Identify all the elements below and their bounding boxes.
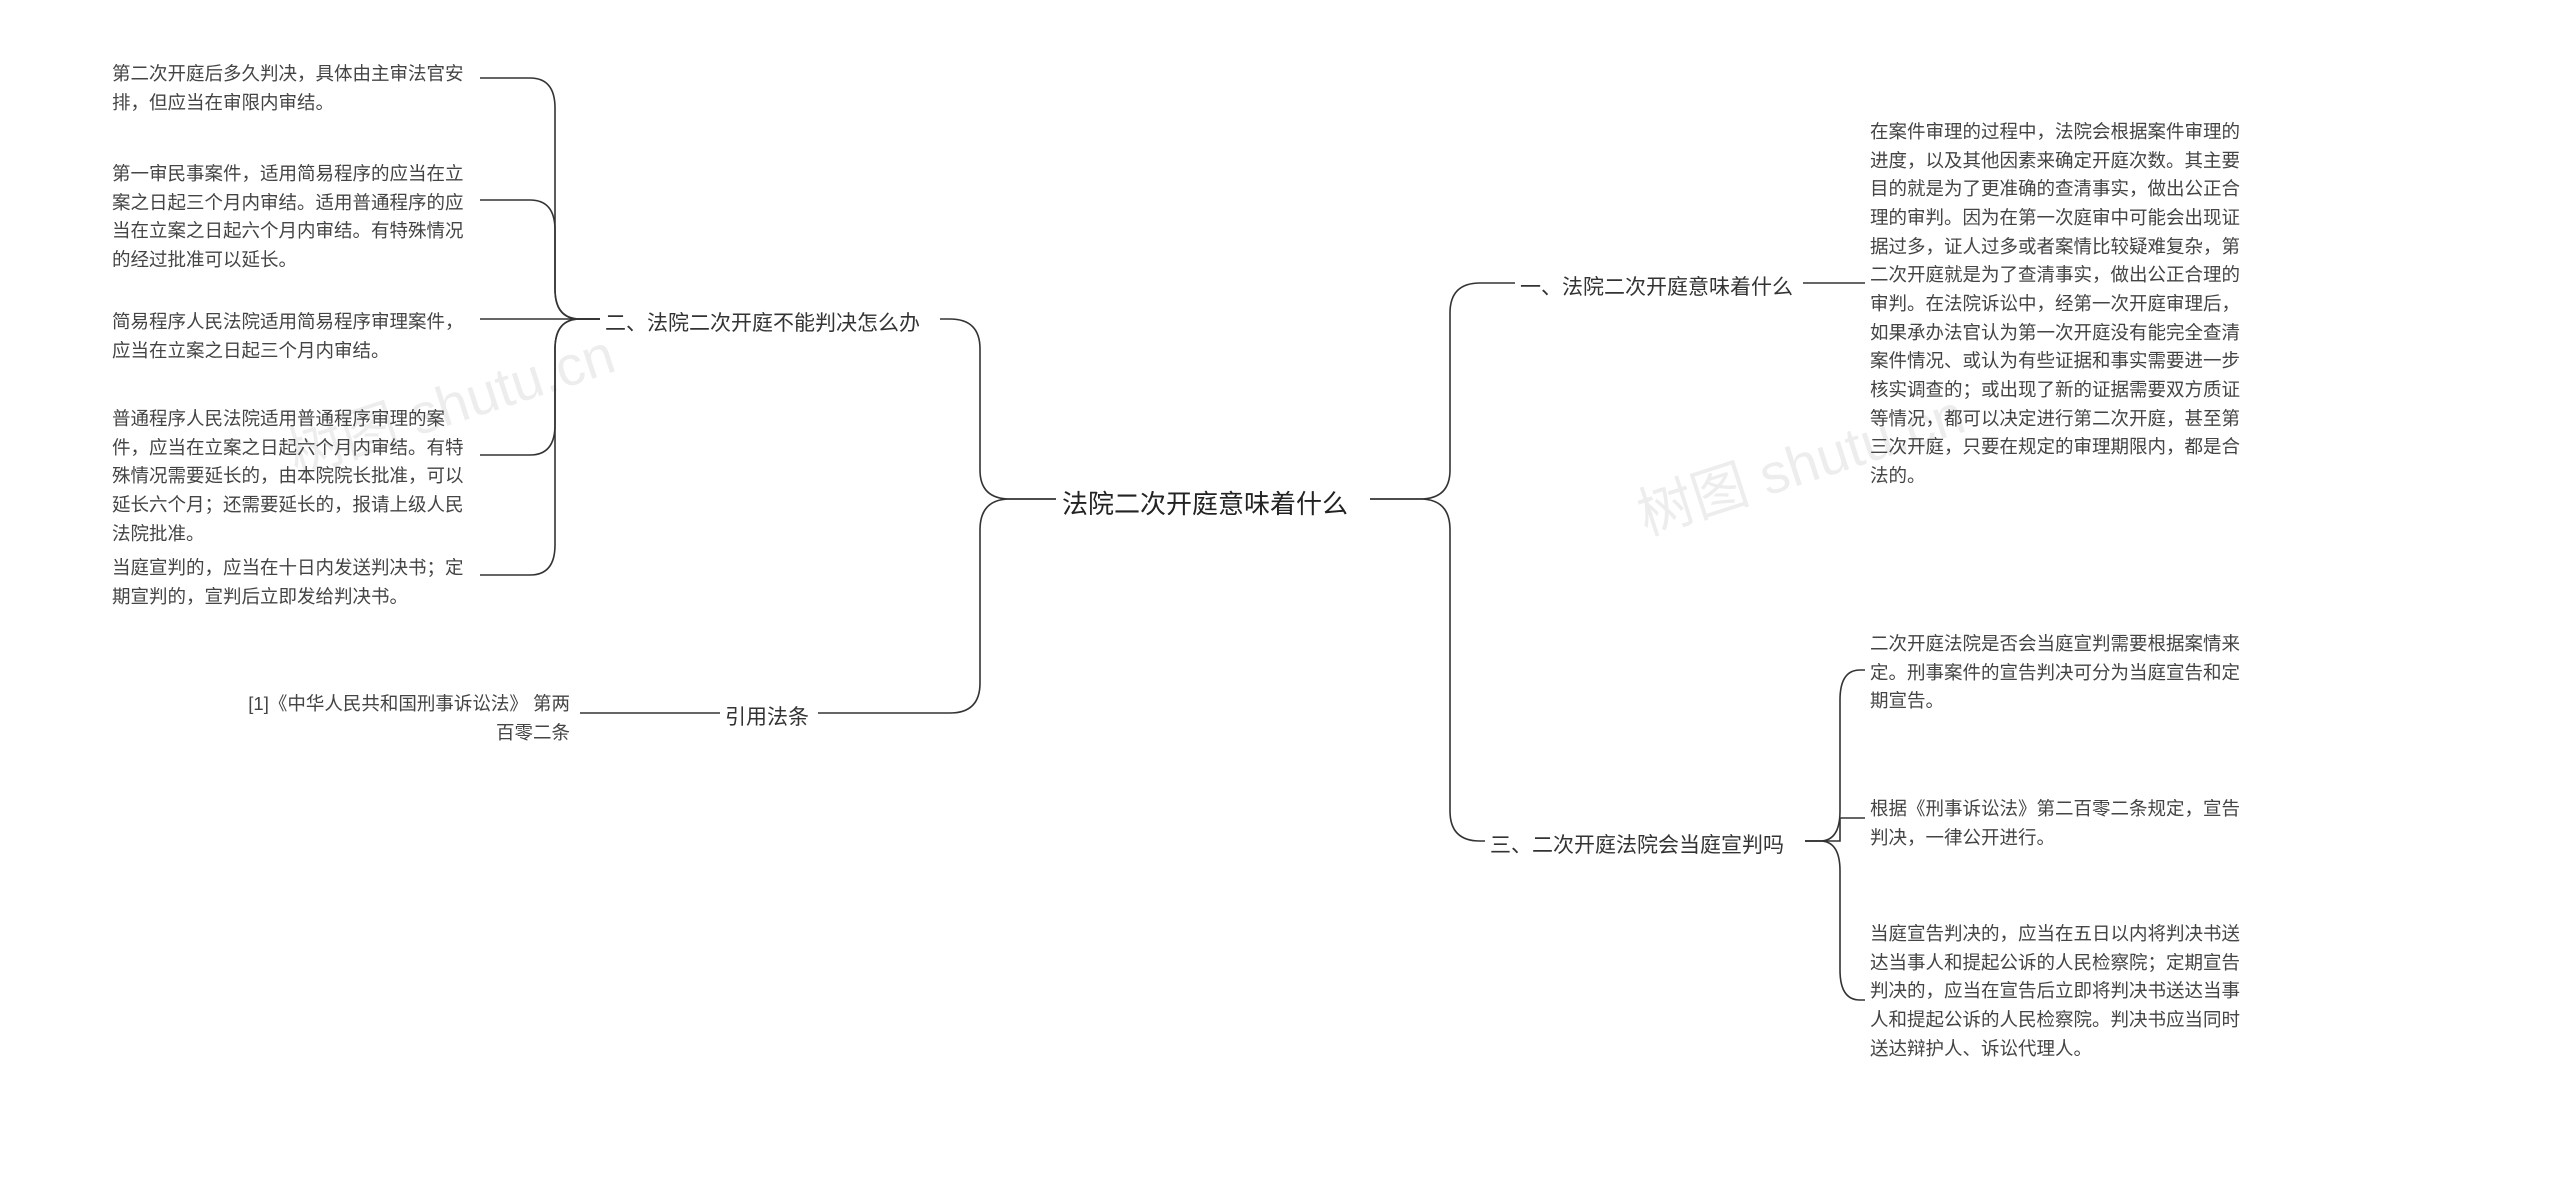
branch-ref: 引用法条 [725,702,809,735]
branch-2-leaf-1: 第二次开庭后多久判决，具体由主审法官安排，但应当在审限内审结。 [112,60,472,117]
branch-3-leaf-3: 当庭宣告判决的，应当在五日以内将判决书送达当事人和提起公诉的人民检察院；定期宣告… [1870,920,2240,1063]
branch-2-leaf-5: 当庭宣判的，应当在十日内发送判决书；定期宣判的，宣判后立即发给判决书。 [112,554,472,611]
branch-2-leaf-4: 普通程序人民法院适用普通程序审理的案件，应当在立案之日起六个月内审结。有特殊情况… [112,405,472,548]
branch-1-leaf-1: 在案件审理的过程中，法院会根据案件审理的进度，以及其他因素来确定开庭次数。其主要… [1870,118,2250,491]
branch-ref-leaf-1: [1]《中华人民共和国刑事诉讼法》 第两百零二条 [230,690,570,747]
branch-2-leaf-2: 第一审民事案件，适用简易程序的应当在立案之日起三个月内审结。适用普通程序的应当在… [112,160,472,275]
branch-1: 一、法院二次开庭意味着什么 [1520,272,1793,305]
branch-3-leaf-1: 二次开庭法院是否会当庭宣判需要根据案情来定。刑事案件的宣告判决可分为当庭宣告和定… [1870,630,2240,716]
branch-2-leaf-3: 简易程序人民法院适用简易程序审理案件，应当在立案之日起三个月内审结。 [112,308,472,365]
branch-2: 二、法院二次开庭不能判决怎么办 [605,308,920,341]
root-node: 法院二次开庭意味着什么 [1062,484,1348,524]
branch-3-leaf-2: 根据《刑事诉讼法》第二百零二条规定，宣告判决，一律公开进行。 [1870,795,2240,852]
branch-3: 三、二次开庭法院会当庭宣判吗 [1490,830,1784,863]
